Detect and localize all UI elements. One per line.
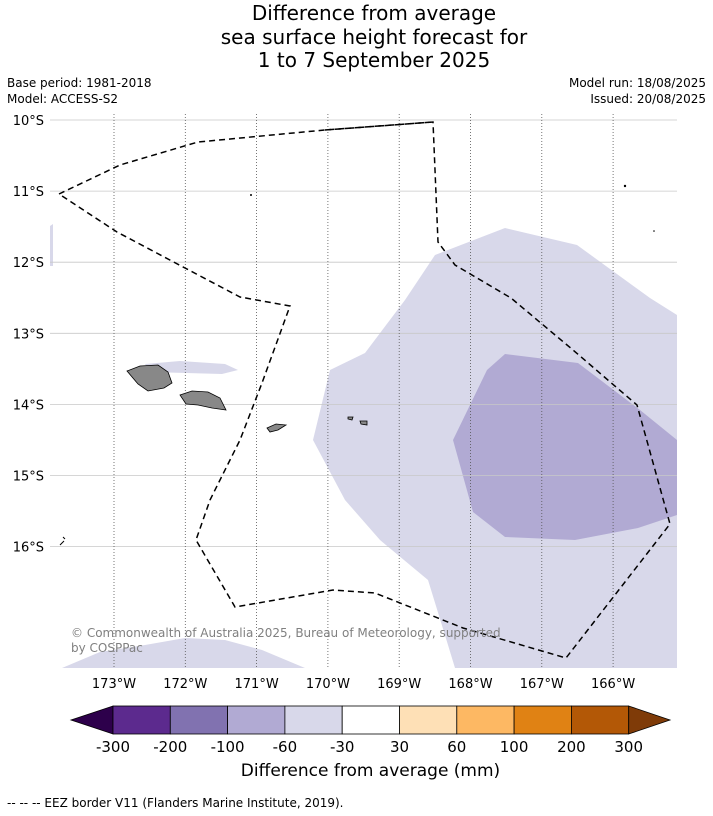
colorbar: -300 -200 -100 -60 -30 30 60 100 200 300: [69, 705, 672, 756]
colorbar-extend-low: [69, 705, 114, 735]
islet-2: [623, 184, 627, 188]
colorbar-tick-label: 200: [557, 738, 586, 756]
colorbar-tick-label: -300: [96, 738, 130, 756]
colorbar-tick-label: -100: [211, 738, 245, 756]
longitude-labels: 173°W 172°W 171°W 170°W 169°W 168°W 167°W 166°W: [92, 677, 635, 692]
colorbar-cell: [284, 705, 343, 735]
base-period: Base period: 1981-2018: [7, 76, 152, 90]
colorbar-tick-label: 300: [614, 738, 643, 756]
map-title: Difference from average sea surface heig…: [0, 1, 713, 73]
meridians: [113, 114, 614, 668]
colorbar-tick-label: -30: [330, 738, 355, 756]
eez-border-tokelau: [57, 121, 671, 659]
meta-left: Base period: 1981-2018 Model: ACCESS-S2: [7, 75, 152, 107]
title-line-2: sea surface height forecast for: [220, 24, 528, 49]
latitude-labels: 10°S 11°S 12°S 13°S 14°S 15°S 16°S: [13, 114, 44, 556]
anomaly-region-south: [62, 638, 305, 668]
colorbar-tick-label: 30: [390, 738, 409, 756]
islet-4: [59, 536, 66, 546]
colorbar-cell: [169, 705, 229, 735]
colorbar-label: Difference from average (mm): [240, 761, 501, 781]
longitude-label: 169°W: [377, 677, 421, 692]
latitude-label: 11°S: [13, 185, 44, 200]
latitude-label: 13°S: [13, 327, 44, 342]
upolu-island: [179, 390, 227, 411]
longitude-label: 171°W: [235, 677, 279, 692]
colorbar-tick-label: 100: [500, 738, 529, 756]
longitude-label: 172°W: [163, 677, 207, 692]
colorbar-cell: [341, 705, 400, 735]
meta-right: Model run: 18/08/2025 Issued: 20/08/2025: [569, 75, 706, 107]
latitude-label: 14°S: [13, 398, 44, 413]
latitude-label: 12°S: [13, 256, 44, 271]
colorbar-tick-labels: -300 -200 -100 -60 -30 30 60 100 200 300: [96, 738, 643, 756]
latitude-label: 10°S: [13, 114, 44, 129]
savaii-island: [126, 364, 173, 392]
issued-date: Issued: 20/08/2025: [590, 92, 706, 106]
colorbar-cell: [513, 705, 572, 735]
manua-island-1: [347, 416, 354, 421]
title-line-3: 1 to 7 September 2025: [257, 48, 491, 72]
colorbar-cell: [456, 705, 515, 735]
latitude-label: 15°S: [13, 470, 44, 485]
gridlines: [50, 119, 677, 547]
model-name: Model: ACCESS-S2: [7, 92, 119, 106]
anomaly-region-samoa: [145, 361, 238, 374]
eez-border-samoa: [324, 121, 434, 131]
colorbar-cells: [69, 705, 672, 735]
longitude-label: 166°W: [591, 677, 635, 692]
colorbar-tick-label: 60: [447, 738, 466, 756]
model-run: Model run: 18/08/2025: [568, 76, 706, 90]
eez-legend-footer: -- -- -- EEZ border V11 (Flanders Marine…: [7, 796, 344, 810]
colorbar-cell: [227, 705, 286, 735]
longitude-label: 168°W: [448, 677, 492, 692]
latitude-label: 16°S: [13, 541, 44, 556]
islet-1: [250, 194, 252, 196]
map-plot: 10°S11°S12°S13°S14°S15°S16°S 173°W 172°W 1…: [13, 114, 677, 692]
islet-3: [653, 230, 655, 232]
colorbar-tick-label: -200: [153, 738, 187, 756]
longitude-label: 167°W: [520, 677, 564, 692]
colorbar-extend-high: [628, 705, 672, 735]
longitude-label: 173°W: [92, 677, 136, 692]
anomaly-region-medium: [453, 354, 677, 540]
title-line-1: Difference from average: [251, 1, 497, 25]
colorbar-cell: [399, 705, 458, 735]
copyright-notice: © Commonwealth of Australia 2025, Bureau…: [71, 626, 501, 655]
colorbar-cell: [571, 705, 630, 735]
colorbar-tick-label: -60: [273, 738, 298, 756]
tutuila-island: [266, 423, 288, 433]
anomaly-sliver-left: [50, 224, 53, 266]
longitude-label: 170°W: [306, 677, 350, 692]
manua-island-2: [359, 420, 368, 426]
colorbar-cell: [112, 705, 171, 735]
